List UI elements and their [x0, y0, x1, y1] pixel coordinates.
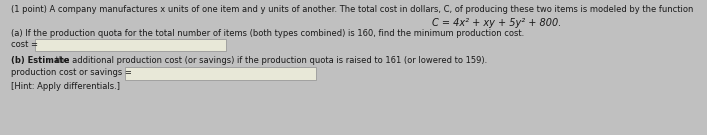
Text: (b) Estimate: (b) Estimate [11, 56, 69, 65]
Text: (1 point) A company manufactures x units of one item and y units of another. The: (1 point) A company manufactures x units… [11, 5, 694, 14]
Text: production cost or savings =: production cost or savings = [11, 68, 132, 77]
FancyBboxPatch shape [124, 67, 316, 80]
Text: the additional production cost (or savings) if the production quota is raised to: the additional production cost (or savin… [53, 56, 487, 65]
Text: cost =: cost = [11, 40, 38, 49]
Text: [Hint: Apply differentials.]: [Hint: Apply differentials.] [11, 82, 120, 91]
FancyBboxPatch shape [35, 39, 226, 51]
Text: (a) If the production quota for the total number of items (both types combined) : (a) If the production quota for the tota… [11, 29, 524, 38]
Text: C = 4x² + xy + 5y² + 800.: C = 4x² + xy + 5y² + 800. [433, 18, 562, 28]
